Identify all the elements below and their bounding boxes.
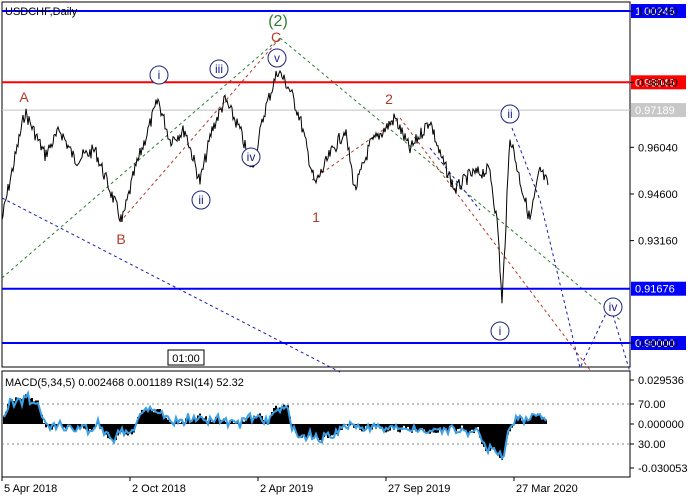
wave-circle-label-ii2: ii xyxy=(507,107,512,121)
wave-circle-i1 xyxy=(149,65,169,85)
level-box-0.90000 xyxy=(631,336,686,350)
blue-short-segment xyxy=(429,147,481,211)
wave-label-wave2: (2) xyxy=(268,13,288,30)
wave-circle-label-v1: v xyxy=(274,51,280,65)
indicator-tick-label-4: -0.030053 xyxy=(638,463,688,475)
wave-circle-i2 xyxy=(490,321,510,341)
wave-label-A: A xyxy=(19,89,29,105)
wave-circle-label-ii1: ii xyxy=(198,193,203,207)
rsi-line xyxy=(3,389,547,461)
indicator-tick-label-1: 70.00 xyxy=(638,399,666,411)
time-tick-label-0: 5 Apr 2018 xyxy=(4,483,57,495)
price-series xyxy=(1,69,549,304)
wave-label-w1: 1 xyxy=(312,209,320,225)
red-projection-down xyxy=(399,117,591,371)
wave-circle-ii1 xyxy=(191,190,211,210)
price-tick-label-9: 0.90000 xyxy=(638,338,678,350)
level-label-0.90000: 0.90000 xyxy=(635,338,675,350)
indicator-series: 0.029536 70.00 0.000000 30.00 -0.030053 xyxy=(2,375,688,475)
wave-circle-ii2 xyxy=(500,104,520,124)
level-label-0.91676: 0.91676 xyxy=(635,284,675,296)
wave-label-w2: 2 xyxy=(385,91,393,107)
level-box-1.00246 xyxy=(631,4,686,19)
level-label-1.00246: 1.00246 xyxy=(635,6,675,18)
wave-circle-label-i2: i xyxy=(499,324,502,338)
level-lines: 1.023551.002460.980460.916760.900000.971… xyxy=(2,4,686,350)
price-tick-label-3: 1.00240 xyxy=(638,6,678,18)
time-marker-box xyxy=(167,349,205,366)
wave-label-C: C xyxy=(271,29,281,45)
price-pane-frame xyxy=(1,1,631,368)
green-channel-up xyxy=(1,37,281,279)
wave-circle-iv1 xyxy=(241,147,261,167)
indicator-title: MACD(5,34,5) 0.002468 0.001189 RSI(14) 5… xyxy=(5,377,244,389)
wave-circle-label-i1: i xyxy=(158,68,161,82)
time-tick-label-4: 27 Mar 2020 xyxy=(516,483,578,495)
wave-label-B: B xyxy=(116,231,125,247)
time-marker: 01:00 xyxy=(172,353,200,365)
wave-circle-label-iv1: iv xyxy=(247,150,256,164)
price-axis: 1.046801.032401.018001.002400.980400.960… xyxy=(630,6,678,350)
price-tick-label-8: 0.93160 xyxy=(638,236,678,248)
time-tick-label-1: 2 Oct 2018 xyxy=(132,483,186,495)
price-line xyxy=(1,69,549,304)
green-channel-down xyxy=(279,37,621,321)
blue-future-path xyxy=(511,127,631,373)
level-box-0.91676 xyxy=(631,281,686,296)
wave-circle-label-iv2: iv xyxy=(609,300,618,314)
price-tick-label-6: 0.96040 xyxy=(638,142,678,154)
red-abc-up xyxy=(119,37,281,223)
time-tick-label-3: 27 Sep 2019 xyxy=(388,483,450,495)
symbol-title: USDCHF,Daily xyxy=(5,6,78,18)
time-tick-label-2: 2 Apr 2019 xyxy=(260,483,313,495)
current-price-box xyxy=(631,103,686,118)
level-label-0.98046: 0.98046 xyxy=(635,77,675,89)
level-box-0.98046 xyxy=(631,75,686,90)
indicator-tick-label-3: 30.00 xyxy=(638,439,666,451)
wave-circle-label-iii1: iii xyxy=(215,62,223,76)
current-price-label: 0.97189 xyxy=(635,105,675,117)
indicator-tick-label-0: 0.029536 xyxy=(638,375,684,387)
wave-circle-iv2 xyxy=(603,297,623,317)
wave-circle-v1 xyxy=(267,48,287,68)
wave-projections xyxy=(1,37,631,373)
time-axis: 5 Apr 2018 2 Oct 2018 2 Apr 2019 27 Sep 201… xyxy=(1,477,578,495)
price-tick-label-7: 0.94600 xyxy=(638,189,678,201)
indicator-tick-label-2: 0.000000 xyxy=(638,419,684,431)
wave-circle-iii1 xyxy=(209,59,229,79)
price-tick-label-4: 0.98040 xyxy=(638,78,678,90)
